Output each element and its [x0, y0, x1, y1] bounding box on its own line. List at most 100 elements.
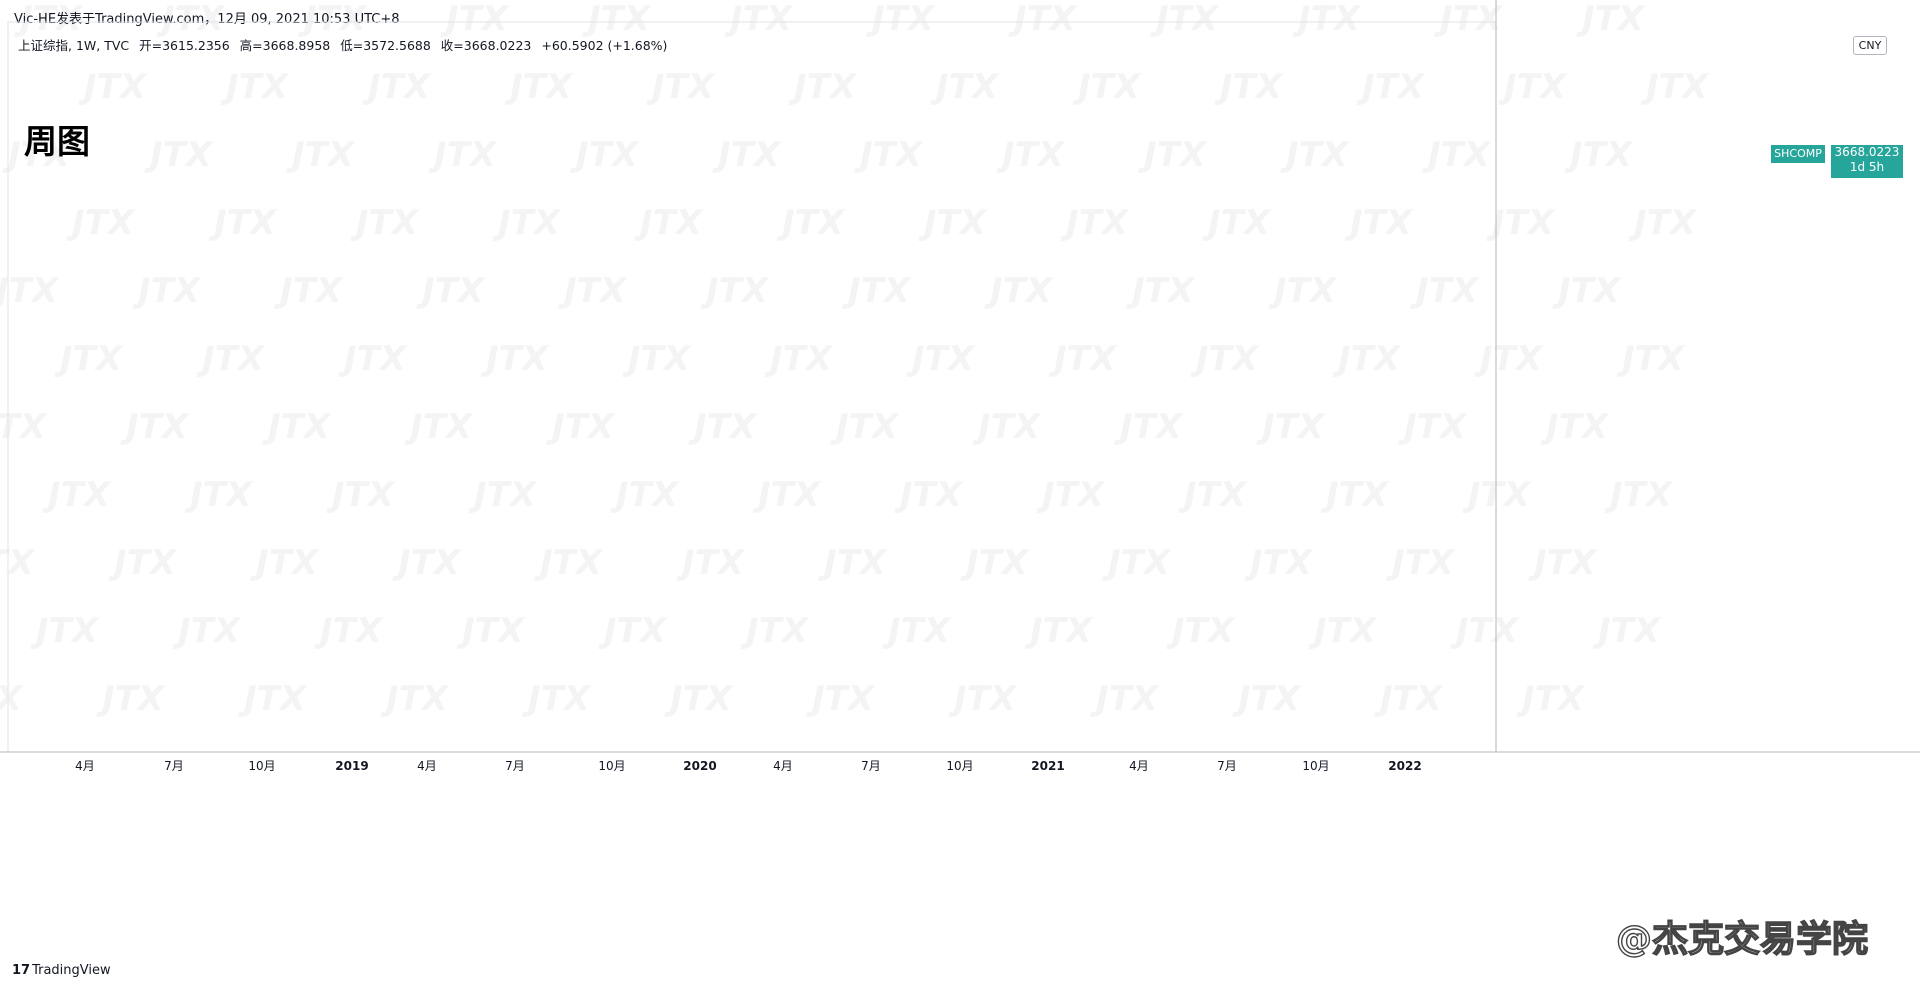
watermark-text: JTX: [428, 135, 498, 175]
watermark-text: JTX: [1102, 543, 1172, 583]
watermark-text: JTX: [882, 611, 952, 651]
watermark-text: JTX: [250, 543, 320, 583]
currency-button[interactable]: CNY: [1853, 36, 1887, 55]
last-price-value: 3668.0223: [1834, 145, 1900, 159]
watermark-text: JTX: [818, 543, 888, 583]
watermark-text: JTX: [416, 271, 486, 311]
watermark-text: JTX: [1344, 203, 1414, 243]
watermark-text: JTX: [1616, 339, 1686, 379]
watermark-text: JTX: [492, 203, 562, 243]
watermark-text: JTX: [1256, 407, 1326, 447]
watermark-text: JTX: [1214, 67, 1284, 107]
x-tick-label: 7月: [164, 759, 184, 773]
watermark-text: JTX: [456, 611, 526, 651]
watermark-text: JTX: [1190, 339, 1260, 379]
watermark-text: JTX: [262, 407, 332, 447]
watermark-text: JTX: [1166, 611, 1236, 651]
watermark-text: JTX: [1114, 407, 1184, 447]
high-value: 高=3668.8958: [239, 38, 331, 53]
watermark-text: JTX: [806, 679, 876, 719]
watermark-text: JTX: [622, 339, 692, 379]
bar-countdown: 1d 5h: [1849, 160, 1885, 174]
low-value: 低=3572.5688: [340, 38, 431, 53]
watermark-text: JTX: [1640, 67, 1710, 107]
watermark-text: JTX: [842, 271, 912, 311]
social-watermark: @杰克交易学院: [1615, 918, 1869, 960]
watermark-text: JTX: [1292, 0, 1362, 39]
watermark-text: JTX: [78, 67, 148, 107]
watermark-text: JTX: [646, 67, 716, 107]
tradingview-logo[interactable]: 17 TradingView: [12, 963, 111, 978]
x-tick-label: 4月: [773, 759, 793, 773]
watermark-text: JTX: [1576, 0, 1646, 39]
watermark-text: JTX: [440, 0, 510, 39]
watermark-text: JTX: [1178, 475, 1248, 515]
axes-layer: 2400.00002500.00002600.00002700.00002800…: [0, 0, 1920, 773]
watermark-text: JTX: [0, 407, 48, 447]
watermark-text: JTX: [664, 679, 734, 719]
watermark-text: JTX: [1060, 203, 1130, 243]
x-tick-label: 10月: [1302, 759, 1329, 773]
watermark-text: JTX: [546, 407, 616, 447]
watermark-text: JTX: [1434, 0, 1504, 39]
watermark-text: JTX: [42, 475, 112, 515]
watermark-text: JTX: [688, 407, 758, 447]
watermark-text: JTX: [1048, 339, 1118, 379]
watermark-text: JTX: [392, 543, 462, 583]
watermark-text: JTX: [274, 271, 344, 311]
watermark-text: JTX: [96, 679, 166, 719]
x-tick-label: 4月: [75, 759, 95, 773]
x-tick-label: 2022: [1388, 759, 1421, 773]
watermark-text: JTX: [894, 475, 964, 515]
watermark-text: JTX: [1138, 135, 1208, 175]
x-tick-label: 2019: [335, 759, 368, 773]
watermark-text: JTX: [120, 407, 190, 447]
watermark-text: JTX: [634, 203, 704, 243]
watermark-text: JTX: [1516, 679, 1586, 719]
x-tick-label: 7月: [505, 759, 525, 773]
watermark-text: JTX: [1386, 543, 1456, 583]
x-tick-label: 2020: [683, 759, 716, 773]
watermark-text: JTX: [1528, 543, 1598, 583]
symbol-label[interactable]: 上证综指, 1W, TVC: [18, 38, 130, 53]
watermark-text: JTX: [854, 135, 924, 175]
watermark-text: JTX: [1024, 611, 1094, 651]
chart-title: 周图: [24, 122, 90, 161]
watermark-text: JTX: [108, 543, 178, 583]
watermark-text: JTX: [1268, 271, 1338, 311]
watermark-text: JTX: [350, 203, 420, 243]
watermark-text: JTX: [1462, 475, 1532, 515]
watermark-text: JTX: [676, 543, 746, 583]
watermark-text: JTX: [570, 135, 640, 175]
watermark-text: JTX: [866, 0, 936, 39]
watermark-text: JTX: [14, 0, 84, 39]
watermark-text: JTX: [534, 543, 604, 583]
x-tick-label: 7月: [1217, 759, 1237, 773]
watermark-text: JTX: [1090, 679, 1160, 719]
watermark-text: JTX: [918, 203, 988, 243]
change-value: +60.5902 (+1.68%): [541, 38, 668, 53]
watermark-text: JTX: [30, 611, 100, 651]
open-value: 开=3615.2356: [139, 38, 230, 53]
watermark-text: JTX: [238, 679, 308, 719]
watermark-text: JTX: [132, 271, 202, 311]
x-tick-label: 7月: [861, 759, 881, 773]
watermark-text: JTX: [830, 407, 900, 447]
watermark-text: JTX: [2, 135, 72, 175]
watermark-text: JTX: [984, 271, 1054, 311]
watermark-text: JTX: [208, 203, 278, 243]
watermark-text: JTX: [1498, 67, 1568, 107]
watermark-text: JTX: [740, 611, 810, 651]
x-tick-label: 10月: [598, 759, 625, 773]
watermark-text: JTX: [404, 407, 474, 447]
watermark-text: JTX: [0, 271, 60, 311]
watermark-text: JTX: [598, 611, 668, 651]
watermark-text: JTX: [286, 135, 356, 175]
watermark-text: JTX: [468, 475, 538, 515]
watermark-text: JTX: [0, 679, 24, 719]
watermark-text: JTX: [1308, 611, 1378, 651]
watermark-text: JTX: [1592, 611, 1662, 651]
watermark-text: JTX: [582, 0, 652, 39]
